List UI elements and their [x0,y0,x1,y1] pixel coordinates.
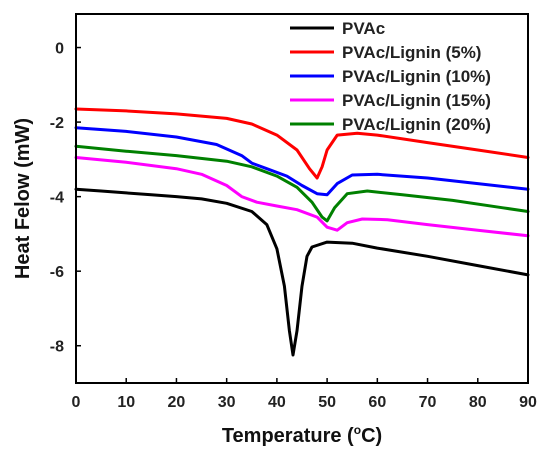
series-line-3 [74,156,530,238]
x-axis-ticks: 0 10 20 30 40 50 60 70 80 90 [72,378,537,411]
legend-label: PVAc [342,19,385,38]
x-tick-label: 0 [72,394,81,411]
y-tick-label: 0 [55,41,64,58]
legend: PVAc PVAc/Lignin (5%) PVAc/Lignin (10%) PVA… [290,19,491,134]
legend-label: PVAc/Lignin (10%) [342,67,491,86]
y-tick-label: -8 [50,339,64,356]
x-axis-title-text: Temperature ( [222,425,354,447]
y-axis-ticks: 0 -2 -4 -6 -8 [50,41,81,356]
x-tick-label: 50 [318,394,336,411]
plot-frame [75,13,529,384]
y-tick-label: -2 [50,115,64,132]
legend-label: PVAc/Lignin (5%) [342,43,481,62]
x-tick-label: 40 [268,394,286,411]
x-axis-title-unit: C) [361,425,382,447]
y-tick-label: -6 [50,264,64,281]
plot-lines [74,107,530,357]
series-line-4 [74,144,530,223]
series-line-0 [74,187,530,357]
legend-label: PVAc/Lignin (20%) [342,115,491,134]
y-axis-title: Heat Felow (mW) [12,118,34,279]
x-tick-label: 70 [419,394,437,411]
x-tick-label: 80 [469,394,487,411]
x-tick-label: 30 [218,394,236,411]
x-axis-title-degree: o [354,423,361,437]
x-tick-label: 20 [168,394,186,411]
x-tick-label: 10 [117,394,135,411]
legend-label: PVAc/Lignin (15%) [342,91,491,110]
series-line-1 [74,107,530,180]
series-line-2 [74,126,530,197]
x-tick-label: 90 [519,394,537,411]
x-axis-title: Temperature (oC) [222,423,382,447]
y-tick-label: -4 [50,190,64,207]
x-tick-label: 60 [368,394,386,411]
